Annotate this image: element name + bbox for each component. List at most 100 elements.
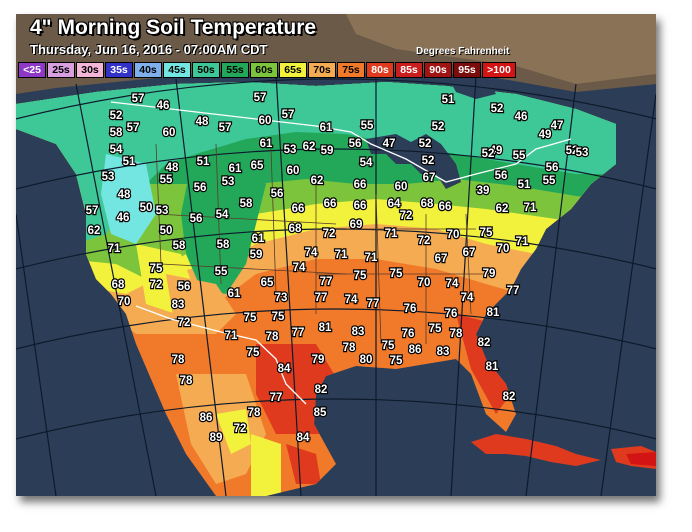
temperature-reading: 71 <box>516 236 529 248</box>
temperature-reading: 78 <box>450 328 463 340</box>
temperature-reading: 74 <box>305 247 318 259</box>
temperature-reading: 61 <box>320 122 333 134</box>
temperature-reading: 74 <box>293 262 306 274</box>
temperature-reading: 66 <box>324 198 337 210</box>
temperature-reading: 72 <box>400 210 413 222</box>
far-north-land-tan <box>346 14 656 84</box>
temperature-reading: 67 <box>435 253 448 265</box>
temperature-reading: 77 <box>320 276 333 288</box>
temperature-reading: 73 <box>275 292 288 304</box>
temperature-reading: 59 <box>250 249 263 261</box>
temperature-reading: 51 <box>442 94 455 106</box>
temperature-reading: 54 <box>110 144 123 156</box>
legend-item: 90s <box>424 62 452 78</box>
temperature-reading: 53 <box>102 171 115 183</box>
legend-item: 95s <box>453 62 481 78</box>
temperature-reading: 77 <box>292 327 305 339</box>
temperature-reading: 78 <box>180 375 193 387</box>
temperature-reading: 81 <box>487 307 500 319</box>
temperature-reading: 76 <box>404 303 417 315</box>
temperature-reading: 46 <box>157 100 170 112</box>
temperature-reading: 75 <box>382 340 395 352</box>
temperature-reading: 79 <box>312 354 325 366</box>
temperature-reading: 61 <box>229 163 242 175</box>
legend-item: 45s <box>163 62 191 78</box>
temperature-reading: 83 <box>172 299 185 311</box>
temperature-reading: 70 <box>118 296 131 308</box>
temperature-reading: 79 <box>483 268 496 280</box>
temperature-reading: 56 <box>190 213 203 225</box>
temperature-reading: 77 <box>507 285 520 297</box>
temperature-reading: 66 <box>439 201 452 213</box>
temperature-reading: 72 <box>234 423 247 435</box>
legend-item: 80s <box>366 62 394 78</box>
temperature-reading: 57 <box>254 92 267 104</box>
cuba <box>471 434 601 466</box>
temperature-reading: 55 <box>361 120 374 132</box>
graticule <box>16 73 656 496</box>
temperature-reading: 78 <box>172 354 185 366</box>
temperature-reading: 65 <box>261 277 274 289</box>
temperature-reading: 52 <box>110 110 123 122</box>
map-subtitle: Thursday, Jun 16, 2016 - 07:00AM CDT <box>30 42 268 57</box>
temperature-reading: 80 <box>360 354 373 366</box>
legend-item: 75s <box>337 62 365 78</box>
temperature-reading: 56 <box>546 162 559 174</box>
temperature-reading: 75 <box>247 347 260 359</box>
temperature-reading: 47 <box>383 138 396 150</box>
temperature-reading: 55 <box>215 266 228 278</box>
temperature-reading: 61 <box>228 288 241 300</box>
temperature-reading: 49 <box>490 145 503 157</box>
temperature-reading: 82 <box>503 391 516 403</box>
temperature-reading: 82 <box>478 337 491 349</box>
temperature-reading: 55 <box>513 150 526 162</box>
temperature-reading: 84 <box>297 432 310 444</box>
temperature-reading: 61 <box>252 233 265 245</box>
temperature-reading: 83 <box>437 346 450 358</box>
temperature-reading: 52 <box>419 138 432 150</box>
temperature-reading: 77 <box>315 292 328 304</box>
temperature-reading: 61 <box>260 138 273 150</box>
temperature-reading: 50 <box>140 202 153 214</box>
temperature-reading: 78 <box>266 331 279 343</box>
temperature-reading: 75 <box>244 312 257 324</box>
temperature-reading: 70 <box>418 277 431 289</box>
temperature-reading: 83 <box>352 326 365 338</box>
temperature-reading: 54 <box>216 209 229 221</box>
temperature-reading: 72 <box>418 235 431 247</box>
temperature-reading: 52 <box>491 103 504 115</box>
temperature-reading: 71 <box>365 252 378 264</box>
temperature-reading: 65 <box>251 160 264 172</box>
legend-item: 25s <box>47 62 75 78</box>
units-label: Degrees Fahrenheit <box>416 46 510 57</box>
temperature-reading: 59 <box>321 145 334 157</box>
legend-item: 30s <box>76 62 104 78</box>
temperature-reading: 81 <box>319 322 332 334</box>
temperature-reading: 55 <box>543 175 556 187</box>
temperature-reading: 86 <box>200 412 213 424</box>
temperature-reading: 67 <box>463 247 476 259</box>
legend-item: >100 <box>482 62 516 78</box>
temperature-reading: 75 <box>272 311 285 323</box>
hispaniola-east <box>626 452 656 466</box>
temperature-reading: 84 <box>278 363 291 375</box>
temperature-reading: 57 <box>132 93 145 105</box>
temperature-reading: 52 <box>566 145 579 157</box>
temperature-reading: 70 <box>497 243 510 255</box>
temperature-reading: 60 <box>287 165 300 177</box>
temperature-reading: 60 <box>395 181 408 193</box>
temperature-reading: 57 <box>127 122 140 134</box>
temperature-reading: 62 <box>303 141 316 153</box>
temperature-reading: 55 <box>160 174 173 186</box>
temperature-reading: 46 <box>117 212 130 224</box>
temperature-reading: 78 <box>248 407 261 419</box>
temperature-reading: 56 <box>271 188 284 200</box>
temperature-reading: 71 <box>225 330 238 342</box>
temperature-reading: 71 <box>385 228 398 240</box>
temperature-reading: 57 <box>219 122 232 134</box>
temperature-reading: 49 <box>539 129 552 141</box>
temperature-reading: 56 <box>178 281 191 293</box>
temperature-reading: 70 <box>447 229 460 241</box>
temperature-reading: 75 <box>390 355 403 367</box>
